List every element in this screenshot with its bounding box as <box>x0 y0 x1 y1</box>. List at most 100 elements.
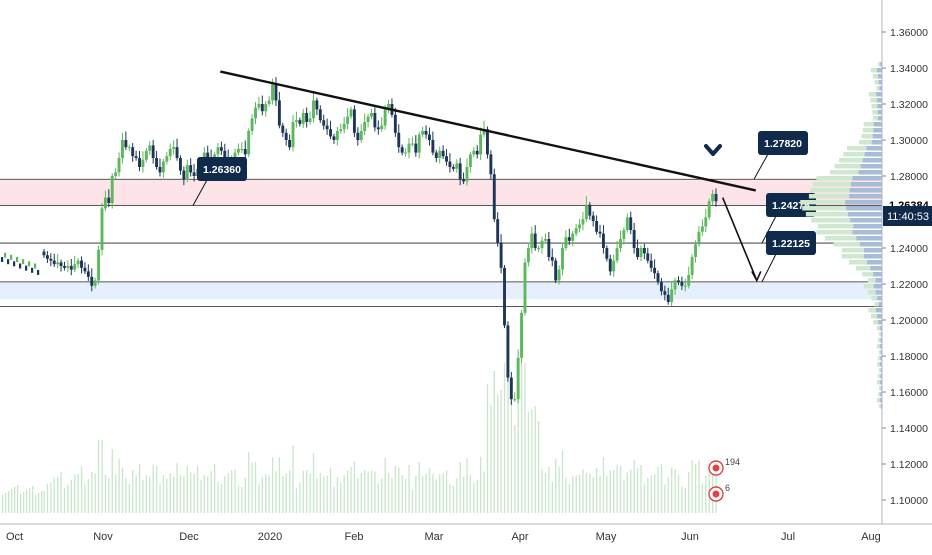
volume-bar <box>490 404 492 513</box>
profile-bar <box>812 182 851 187</box>
volume-bar <box>121 468 124 513</box>
profile-bar <box>880 392 882 397</box>
profile-bar <box>811 218 851 223</box>
profile-bar <box>862 272 874 277</box>
volume-bar <box>643 483 646 513</box>
volume-bar <box>29 488 31 513</box>
volume-bar <box>70 479 72 513</box>
profile-bar <box>879 368 881 373</box>
candle <box>581 219 585 225</box>
volume-bar <box>394 466 397 513</box>
candle <box>100 208 104 250</box>
candle <box>373 113 377 128</box>
volume-bar <box>538 421 540 513</box>
profile-bar <box>870 98 877 103</box>
profile-bar <box>863 254 882 259</box>
candle <box>257 104 261 108</box>
volume-bar <box>353 461 356 513</box>
candle <box>486 129 489 155</box>
profile-bar <box>877 62 881 67</box>
volume-bar <box>374 471 376 513</box>
candle <box>185 165 189 180</box>
candle <box>400 147 404 153</box>
volume-bar <box>261 477 264 513</box>
profile-bar <box>800 200 846 205</box>
profile-bar <box>880 356 882 361</box>
time-tick-label: Jul <box>781 531 795 543</box>
volume-bar <box>568 483 571 513</box>
profile-bar <box>878 392 881 397</box>
volume-bar <box>544 472 547 513</box>
profile-bar <box>859 140 872 145</box>
volume-bar <box>217 482 219 513</box>
candle <box>554 260 558 281</box>
profile-bar <box>878 374 881 379</box>
volume-bar <box>609 470 611 513</box>
candle <box>465 167 469 182</box>
volume-bar <box>312 453 315 513</box>
volume-bar <box>135 475 137 513</box>
volume-bar <box>534 406 536 513</box>
candle <box>63 266 66 268</box>
volume-bar <box>480 456 482 513</box>
profile-bar <box>880 386 882 391</box>
volume-bar <box>145 475 148 513</box>
volume-bar <box>162 474 165 513</box>
volume-bar <box>445 470 448 513</box>
candle <box>165 156 169 162</box>
volume-bar <box>585 472 588 513</box>
profile-bar <box>874 80 879 85</box>
profile-bar <box>880 62 882 67</box>
volume-bar <box>224 476 226 513</box>
candle <box>315 100 319 110</box>
candle <box>649 260 653 268</box>
profile-bar <box>872 134 882 139</box>
profile-bar <box>834 164 861 169</box>
volume-bar <box>285 473 287 513</box>
candle <box>233 152 237 158</box>
candle <box>428 134 431 140</box>
volume-bar <box>619 466 622 513</box>
candle <box>636 248 639 257</box>
candle <box>407 143 411 153</box>
profile-bar <box>864 152 882 157</box>
volume-bar <box>155 466 158 513</box>
volume-bar <box>572 476 574 513</box>
volume-bar <box>551 481 553 513</box>
price-tick-label: 1.10000 <box>890 495 928 507</box>
volume-bar <box>473 482 475 513</box>
volume-bar <box>125 478 127 513</box>
volume-bar <box>442 473 444 513</box>
candle <box>134 156 138 158</box>
candle <box>325 125 329 130</box>
candle <box>192 172 196 176</box>
zone-support <box>0 281 882 300</box>
volume-bar <box>306 470 308 513</box>
volume-bar <box>118 458 120 513</box>
volume-bar <box>200 480 202 513</box>
volume-bar <box>319 472 322 513</box>
candle <box>370 113 373 117</box>
volume-bar <box>599 475 601 513</box>
candle <box>700 226 704 232</box>
candle <box>694 244 697 257</box>
profile-bar <box>877 380 880 385</box>
profile-bar <box>878 356 881 361</box>
volume-bar <box>357 478 359 513</box>
candle <box>80 260 83 268</box>
candle <box>670 289 674 302</box>
volume-bar <box>555 458 557 513</box>
candle <box>659 282 663 292</box>
volume-bar <box>38 493 40 513</box>
candle <box>479 134 483 155</box>
profile-bar <box>866 146 882 151</box>
profile-bar <box>878 320 882 325</box>
volume-bar <box>459 462 461 513</box>
price-tick-label: 1.14000 <box>890 423 928 435</box>
profile-bar <box>879 86 882 91</box>
candle <box>144 150 148 160</box>
volume-bar <box>698 460 700 513</box>
profile-bar <box>872 74 878 79</box>
volume-bar <box>289 470 291 513</box>
